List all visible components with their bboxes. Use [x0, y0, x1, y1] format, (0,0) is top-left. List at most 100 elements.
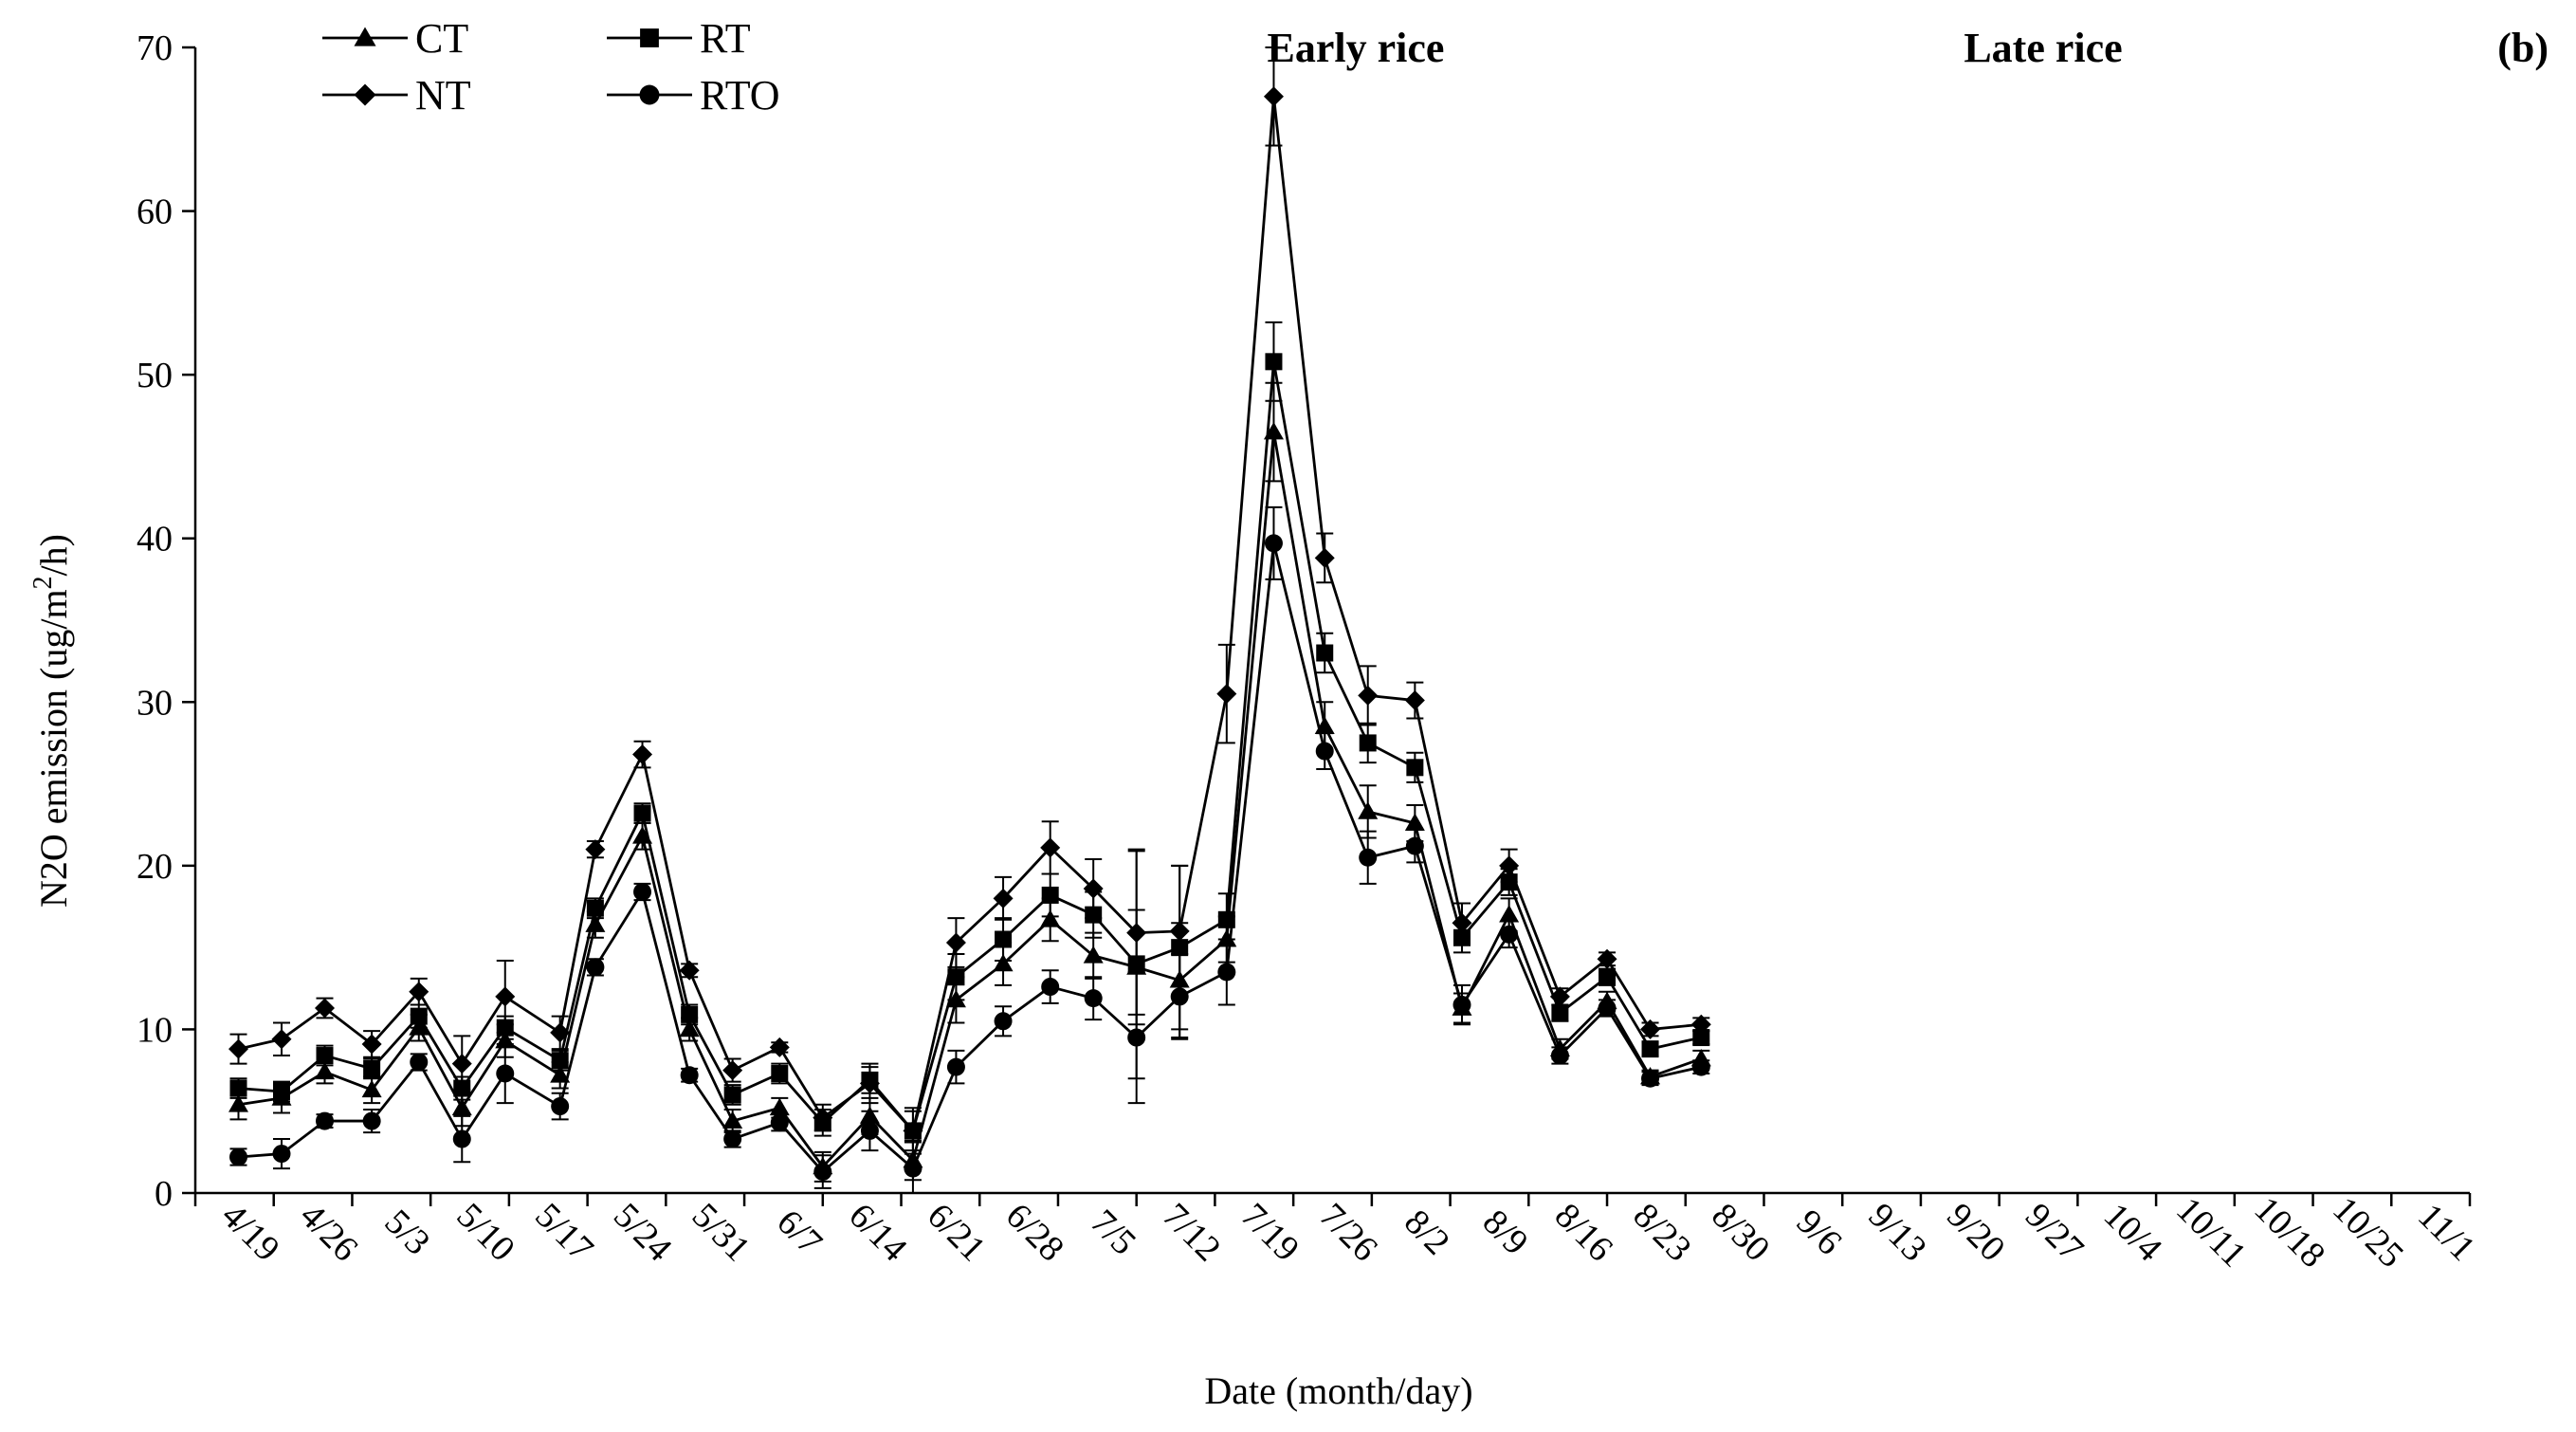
- point-nt: [1549, 986, 1570, 1007]
- point-ct: [1404, 813, 1425, 831]
- point-nt: [451, 1054, 472, 1074]
- point-nt: [1640, 1019, 1661, 1039]
- legend-marker-nt: [354, 83, 376, 106]
- x-tick-label: 8/30: [1704, 1196, 1777, 1269]
- y-axis-label-main: N2O emission (ug/m: [32, 589, 75, 908]
- x-tick-label: 10/18: [2246, 1189, 2332, 1276]
- point-nt: [495, 986, 516, 1007]
- point-ct: [409, 1018, 429, 1036]
- point-ct: [1169, 970, 1190, 988]
- point-rto: [1315, 742, 1334, 761]
- point-rto: [1500, 925, 1519, 944]
- point-rt: [681, 1005, 699, 1023]
- point-nt: [1358, 685, 1379, 706]
- y-axis-label-tail: /h): [32, 534, 75, 576]
- x-axis-label: Date (month/day): [1204, 1369, 1472, 1412]
- point-nt: [722, 1060, 743, 1081]
- point-rt: [1551, 1004, 1569, 1022]
- point-rt: [586, 899, 604, 917]
- y-tick-label: 70: [137, 28, 173, 68]
- point-rt: [947, 968, 965, 986]
- point-rt: [1359, 734, 1377, 752]
- point-ct: [1083, 945, 1104, 964]
- series-markers: [228, 86, 1711, 1182]
- x-tick-label: 10/4: [2096, 1196, 2169, 1269]
- series-lines: [238, 95, 1702, 1173]
- point-nt: [1263, 86, 1284, 107]
- point-rto: [272, 1145, 291, 1164]
- point-ct: [679, 1019, 700, 1037]
- point-nt: [409, 982, 429, 1002]
- point-rt: [1406, 759, 1424, 777]
- point-rt: [1041, 886, 1059, 904]
- point-rto: [1084, 989, 1103, 1008]
- point-ct: [859, 1106, 880, 1124]
- point-rto: [1041, 978, 1060, 997]
- point-nt: [679, 960, 700, 981]
- point-rto: [1691, 1057, 1710, 1076]
- point-rt: [453, 1079, 471, 1097]
- point-rto: [452, 1129, 471, 1148]
- point-rt: [1085, 906, 1103, 924]
- legend-marker-ct: [354, 27, 376, 46]
- legend-label-rt: RT: [700, 15, 751, 62]
- point-rto: [1405, 836, 1424, 855]
- point-rto: [1170, 987, 1189, 1006]
- point-rto: [1641, 1069, 1660, 1088]
- point-nt: [945, 932, 966, 953]
- y-tick-label: 0: [155, 1174, 173, 1214]
- series-line-rt: [238, 359, 1702, 1132]
- x-tick-label: 5/24: [606, 1196, 679, 1269]
- y-axis-label-superscript: 2: [28, 576, 58, 589]
- point-rt: [1171, 939, 1189, 957]
- point-nt: [1216, 684, 1237, 705]
- legend-label-nt: NT: [415, 72, 471, 119]
- annotation-early-rice: Early rice: [1268, 25, 1445, 71]
- x-tick-label: 8/2: [1397, 1202, 1457, 1262]
- x-tick-label: 8/9: [1475, 1202, 1536, 1262]
- point-ct: [361, 1079, 382, 1098]
- point-nt: [1597, 948, 1617, 969]
- axes: [193, 47, 2470, 1195]
- point-nt: [903, 1120, 923, 1141]
- point-rto: [723, 1129, 742, 1148]
- point-rto: [362, 1111, 381, 1130]
- error-bars: [229, 46, 1710, 1194]
- point-rt: [771, 1065, 789, 1083]
- point-ct: [1314, 716, 1335, 735]
- point-rt: [410, 1007, 428, 1025]
- point-nt: [271, 1029, 292, 1050]
- point-ct: [1216, 929, 1237, 947]
- point-rt: [1692, 1029, 1710, 1047]
- point-rt: [1452, 928, 1471, 946]
- point-rt: [551, 1052, 569, 1070]
- x-tick-label: 11/1: [2410, 1196, 2482, 1268]
- y-tick-label: 30: [137, 683, 173, 723]
- point-nt: [859, 1073, 880, 1093]
- x-tick-label: 8/23: [1625, 1196, 1698, 1269]
- x-tick-label: 4/19: [213, 1196, 286, 1269]
- x-tick-label: 9/27: [2018, 1196, 2091, 1269]
- point-rt: [1217, 910, 1235, 928]
- point-rto: [1359, 848, 1378, 867]
- point-nt: [1126, 923, 1147, 944]
- point-rt: [995, 930, 1013, 948]
- point-ct: [314, 1061, 335, 1080]
- point-rt: [316, 1047, 334, 1065]
- point-nt: [585, 839, 606, 860]
- point-rto: [1127, 1028, 1146, 1047]
- point-rto: [633, 882, 652, 901]
- panel-label: (b): [2497, 25, 2549, 71]
- point-rt: [363, 1059, 381, 1077]
- legend-marker-rto: [639, 84, 660, 105]
- point-rto: [946, 1057, 965, 1076]
- point-rt: [1127, 955, 1145, 973]
- y-tick-label: 40: [137, 520, 173, 560]
- point-rt: [1599, 968, 1617, 986]
- x-tick-label: 5/3: [377, 1202, 438, 1262]
- point-ct: [722, 1111, 743, 1129]
- x-tick-label: 7/5: [1083, 1202, 1143, 1262]
- point-nt: [228, 1038, 248, 1059]
- point-ct: [993, 953, 1014, 972]
